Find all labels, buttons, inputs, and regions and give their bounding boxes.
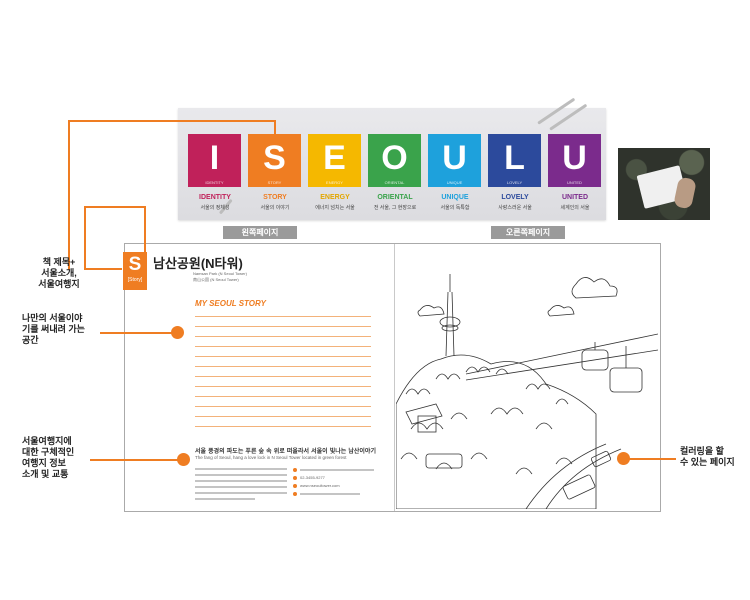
- tile-story: S STORY: [248, 134, 301, 187]
- description-text-line: [195, 474, 287, 476]
- tile-oriental: O ORIENTAL: [368, 134, 421, 187]
- writing-line: [195, 426, 371, 427]
- keyword-sub-energy: 에너지 넘치는 서울: [315, 205, 355, 211]
- bus: [562, 474, 596, 500]
- callout-dot: [177, 453, 190, 466]
- callout-line: [100, 332, 176, 334]
- address-text: [300, 469, 374, 471]
- description-text-line: [195, 492, 287, 494]
- callout-line: [84, 268, 122, 270]
- place-subtitle-en: Namsan Park (N Seoul Tower): [193, 271, 247, 276]
- keyword-oriental: ORIENTAL: [377, 194, 413, 201]
- my-seoul-story-heading: MY SEOUL STORY: [195, 299, 266, 308]
- tower-shaft: [445, 291, 455, 357]
- cable-line: [465, 333, 658, 375]
- callout-dot: [171, 326, 184, 339]
- writing-line: [195, 316, 371, 317]
- callout-travel-info: 서울여행지에 대한 구체적인 여행지 정보 소개 및 교통: [22, 436, 75, 479]
- callout-dot: [617, 452, 630, 465]
- handwritten-caption: 서울 풍경의 파도는 푸른 숲 속 위로 떠올라서 서울이 빛나는 남산이야기: [195, 448, 376, 455]
- left-page-label: 왼쪽페이지: [223, 226, 297, 239]
- book-spread: S [Story] 남산공원(N타워) Namsan Park (N Seoul…: [123, 243, 661, 512]
- cloud: [571, 277, 618, 299]
- keyword-lovely: LOVELY: [501, 194, 529, 201]
- address-icon: [293, 468, 297, 472]
- description-text-line: [195, 468, 287, 470]
- writing-line: [195, 406, 371, 407]
- keyword-sub-unique: 서울의 독특함: [440, 205, 470, 211]
- tile-unique: U UNIQUE: [428, 134, 481, 187]
- writing-line: [195, 336, 371, 337]
- iseoulu-banner: I IDENTITY S STORY E ENERGY O ORIENTAL U UNIQ…: [178, 97, 606, 220]
- keyword-story: STORY: [263, 194, 287, 201]
- keyword-sub-identity: 서울의 정체성: [200, 205, 230, 211]
- coloring-illustration: [396, 274, 658, 509]
- place-title: 남산공원(N타워): [153, 256, 243, 271]
- keyword-identity: IDENTITY: [199, 194, 231, 201]
- writing-line: [195, 356, 371, 357]
- callout-title-intro: 책 제목+ 서울소개, 서울여행지: [38, 257, 80, 289]
- pencil-decoration: [537, 97, 576, 125]
- story-badge: S [Story]: [123, 252, 147, 290]
- keyword-united: UNITED: [561, 194, 589, 201]
- keyword-sub-united: 세계인의 서울: [560, 205, 590, 211]
- writing-line: [195, 366, 371, 367]
- pencil-decoration: [549, 103, 588, 131]
- writing-line: [195, 396, 371, 397]
- web-icon: [293, 484, 297, 488]
- callout-line: [628, 458, 676, 460]
- tile-identity: I IDENTITY: [188, 134, 241, 187]
- writing-line: [195, 326, 371, 327]
- tile-united: U UNITED: [548, 134, 601, 187]
- right-page-label: 오른쪽페이지: [491, 226, 565, 239]
- callout-line: [84, 206, 146, 208]
- writing-line: [195, 416, 371, 417]
- keyword-energy: ENERGY: [320, 194, 350, 201]
- keyword-sub-oriental: 전 서울, 그 현장으로: [373, 205, 417, 211]
- bus: [425, 453, 463, 469]
- writing-line: [195, 346, 371, 347]
- place-subtitle-cn: 南山公園 (N Seoul Tower): [193, 277, 239, 282]
- description-text-line: [195, 498, 255, 500]
- callout-line: [90, 459, 180, 461]
- transport-text: [300, 493, 360, 495]
- description-text-line: [195, 486, 287, 488]
- callout-coloring-page: 컬러링을 할 수 있는 페이지: [680, 446, 735, 467]
- keyword-unique: UNIQUE: [441, 194, 469, 201]
- writing-line: [195, 386, 371, 387]
- transport-icon: [293, 492, 297, 496]
- description-text-line: [195, 480, 287, 482]
- callout-writing-space: 나만의 서울이야 기를 써내려 가는 공간: [22, 313, 85, 345]
- writing-line: [195, 376, 371, 377]
- tile-energy: E ENERGY: [308, 134, 361, 187]
- tower-pod: [439, 316, 461, 328]
- book-spine: [394, 244, 395, 511]
- handwritten-caption-en: The fang of Seoul, hang a love lock in N…: [195, 455, 347, 460]
- cable-car: [609, 367, 643, 393]
- pavilion: [405, 403, 443, 425]
- callout-line: [68, 120, 275, 122]
- callout-line: [144, 206, 146, 254]
- keyword-sub-lovely: 사랑스러운 서울: [498, 205, 532, 211]
- phone-icon: [293, 476, 297, 480]
- website-text: www.nseoultower.com: [300, 483, 340, 488]
- callout-line: [84, 206, 86, 270]
- phone-text: 02-3455-9277: [300, 475, 325, 480]
- tile-lovely: L LOVELY: [488, 134, 541, 187]
- keyword-sub-story: 서울의 이야기: [260, 205, 290, 211]
- writing-photo: [618, 148, 710, 220]
- callout-line: [68, 120, 70, 270]
- callout-line: [274, 120, 276, 140]
